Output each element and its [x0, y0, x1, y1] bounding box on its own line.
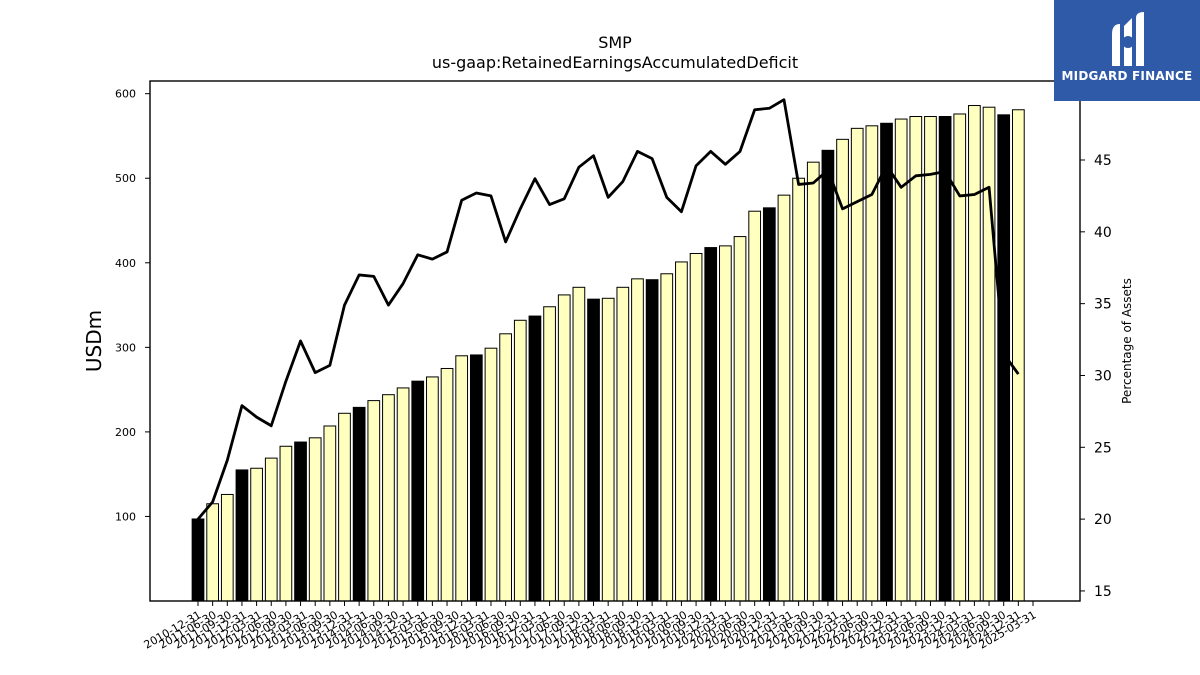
y-right-tick-label: 40: [1094, 225, 1112, 241]
bar-2011-06-30: [220, 493, 234, 602]
y-right-tick-label: 15: [1094, 584, 1112, 600]
bar-2016-03-31: [499, 333, 512, 602]
y-axis-label-right: Percentage of Assets: [1120, 278, 1134, 404]
bar-2023-06-30: [924, 116, 937, 602]
bar-2019-09-30: [704, 247, 718, 602]
bar-2021-09-30: [821, 149, 835, 602]
chart-title: SMP: [598, 33, 632, 52]
plot-frame: [149, 80, 1081, 602]
bar-2010-12-31: [191, 518, 205, 602]
bar-2013-03-31: [323, 425, 337, 602]
y-right-tick-label: 20: [1094, 512, 1112, 528]
brand-name: MIDGARD FINANCE: [1061, 69, 1193, 83]
bar-2017-03-31: [557, 294, 571, 602]
y-tick-label: 100: [115, 510, 136, 523]
bar-2018-12-31: [660, 273, 674, 602]
bar-2012-12-31: [308, 437, 322, 602]
bar-2020-09-30: [762, 207, 776, 602]
bar-2015-09-30: [469, 354, 483, 602]
bar-2012-06-30: [279, 445, 293, 602]
bar-2019-03-31: [675, 261, 688, 602]
percentage-line: [196, 98, 1020, 521]
bar-2020-12-31: [777, 194, 791, 602]
bar-2023-09-30: [938, 116, 952, 602]
bar-2014-06-30: [396, 387, 410, 602]
y-tick-label: 400: [115, 257, 136, 270]
bar-2011-03-31: [206, 503, 220, 602]
bar-2018-03-31: [616, 286, 630, 602]
bar-2023-03-31: [909, 116, 923, 602]
bar-2020-03-31: [733, 236, 747, 602]
bar-2014-09-30: [411, 380, 425, 602]
bar-2019-06-30: [689, 252, 703, 602]
y-tick-label: 300: [115, 341, 136, 354]
bar-2018-06-30: [631, 278, 644, 602]
bar-2022-09-30: [880, 122, 893, 602]
bar-2014-03-31: [382, 394, 395, 602]
bar-2011-09-30: [235, 469, 249, 602]
bar-2016-09-30: [528, 315, 542, 602]
bar-2021-06-30: [806, 161, 820, 602]
bar-2017-12-31: [601, 297, 615, 602]
y-right-tick-label: 45: [1094, 153, 1112, 169]
bar-2015-03-31: [440, 367, 454, 602]
bar-2024-06-30: [982, 106, 996, 602]
bar-2012-09-30: [294, 441, 307, 602]
bar-2024-12-31: [1011, 109, 1025, 602]
y-tick-label: 600: [115, 88, 136, 101]
midgard-logo-icon: [1112, 12, 1144, 66]
bar-2013-12-31: [367, 400, 381, 602]
y-tick-label: 500: [115, 172, 136, 185]
bar-2013-06-30: [338, 412, 351, 602]
bar-2019-12-31: [719, 245, 732, 602]
y-tick-label: 200: [115, 426, 136, 439]
bar-2012-03-31: [264, 457, 278, 602]
y-right-tick-label: 35: [1094, 297, 1112, 313]
bar-2017-09-30: [587, 298, 600, 602]
y-axis-label: USDm: [82, 310, 106, 372]
bar-2022-12-31: [894, 118, 908, 602]
y-right-tick-label: 25: [1094, 440, 1112, 456]
bar-series: [191, 105, 1025, 602]
bar-2016-06-30: [513, 319, 527, 602]
x-axis: 2010-12-312011-06-302011-09-302011-12-31…: [142, 601, 1039, 652]
bar-2011-12-31: [250, 467, 263, 602]
chart-subtitle: us-gaap:RetainedEarningsAccumulatedDefic…: [432, 53, 798, 72]
bar-2014-12-31: [426, 376, 439, 602]
bar-2015-06-30: [455, 355, 469, 602]
brand-logo: MIDGARD FINANCE: [1054, 0, 1200, 101]
y-axis-right: 15 20 25 30 35 40 45: [1080, 153, 1112, 600]
bar-2013-09-30: [352, 406, 366, 602]
y-axis-left: 100 200 300 400 500 600: [115, 88, 150, 523]
bar-2024-03-31: [968, 105, 981, 602]
bar-2021-03-31: [792, 177, 805, 602]
y-right-tick-label: 30: [1094, 368, 1112, 384]
bar-2017-06-30: [572, 286, 586, 602]
bar-2018-09-30: [645, 279, 659, 602]
bar-2020-06-30: [748, 210, 762, 602]
bar-2015-12-31: [484, 347, 498, 602]
bar-2016-12-31: [543, 306, 556, 602]
